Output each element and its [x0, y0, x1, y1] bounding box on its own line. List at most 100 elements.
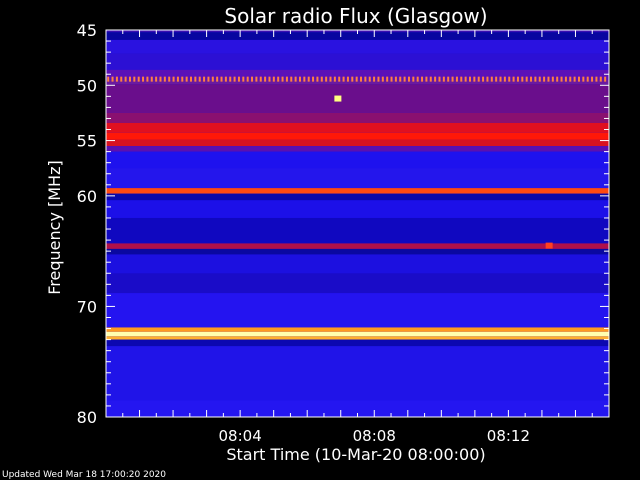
frequency-band-7: [106, 112, 609, 123]
dotted-marker-107: [573, 76, 576, 82]
frequency-band-4: [106, 69, 609, 80]
y-tick-label: 70: [77, 297, 97, 316]
dotted-marker-108: [577, 76, 580, 82]
dotted-marker-113: [599, 76, 602, 82]
dotted-marker-96: [525, 76, 528, 82]
frequency-band-1: [106, 32, 609, 40]
emission-features: [107, 76, 607, 249]
dotted-marker-63: [381, 76, 384, 82]
dotted-marker-87: [486, 76, 489, 82]
dotted-marker-60: [368, 76, 371, 82]
dotted-marker-17: [181, 76, 184, 82]
dotted-marker-65: [390, 76, 393, 82]
dotted-marker-56: [351, 76, 354, 82]
frequency-band-9: [106, 132, 609, 140]
dotted-marker-54: [342, 76, 345, 82]
dotted-marker-89: [495, 76, 498, 82]
dotted-marker-4: [124, 76, 127, 82]
y-tick-label: 50: [77, 76, 97, 95]
dotted-marker-10: [150, 76, 153, 82]
dotted-marker-26: [220, 76, 223, 82]
y-tick-label: 80: [77, 408, 97, 427]
frequency-band-15: [106, 193, 609, 201]
frequency-band-14: [106, 188, 609, 194]
dotted-marker-72: [421, 76, 424, 82]
dotted-marker-43: [294, 76, 297, 82]
dotted-marker-39: [277, 76, 280, 82]
dotted-marker-80: [455, 76, 458, 82]
dotted-marker-2: [115, 76, 118, 82]
dotted-marker-16: [176, 76, 179, 82]
frequency-band-16: [106, 200, 609, 218]
dotted-marker-52: [333, 76, 336, 82]
dotted-marker-105: [564, 76, 567, 82]
dotted-marker-99: [538, 76, 541, 82]
dotted-marker-36: [264, 76, 267, 82]
dotted-marker-0: [107, 76, 110, 82]
dotted-marker-8: [142, 76, 145, 82]
dotted-marker-18: [185, 76, 188, 82]
dotted-marker-104: [560, 76, 563, 82]
dotted-marker-86: [482, 76, 485, 82]
x-tick-label: 08:04: [219, 427, 262, 445]
dotted-marker-68: [403, 76, 406, 82]
dotted-marker-37: [268, 76, 271, 82]
y-axis: 45 50 55 60 70 80: [77, 21, 609, 427]
frequency-band-13: [106, 168, 609, 189]
dotted-marker-42: [290, 76, 293, 82]
dotted-marker-3: [120, 76, 123, 82]
dotted-marker-7: [137, 76, 140, 82]
frequency-band-12: [106, 151, 609, 169]
frequency-band-26: [106, 339, 609, 347]
dotted-marker-102: [551, 76, 554, 82]
x-tick-label: 08:12: [487, 427, 530, 445]
dotted-marker-47: [312, 76, 315, 82]
dotted-marker-70: [412, 76, 415, 82]
dotted-marker-64: [386, 76, 389, 82]
frequency-band-20: [106, 254, 609, 274]
dotted-marker-40: [281, 76, 284, 82]
dotted-marker-6: [133, 76, 136, 82]
frequency-bands: [106, 30, 609, 417]
dotted-marker-19: [190, 76, 193, 82]
y-tick-label: 60: [77, 187, 97, 206]
dotted-marker-101: [547, 76, 550, 82]
dotted-marker-92: [508, 76, 511, 82]
dotted-marker-66: [394, 76, 397, 82]
dotted-marker-25: [216, 76, 219, 82]
y-tick-label: 45: [77, 21, 97, 40]
frequency-band-6: [106, 84, 609, 113]
dotted-marker-73: [425, 76, 428, 82]
dotted-marker-58: [360, 76, 363, 82]
dotted-marker-67: [399, 76, 402, 82]
dotted-marker-109: [582, 76, 585, 82]
dotted-marker-35: [259, 76, 262, 82]
frequency-band-21: [106, 273, 609, 294]
dotted-marker-110: [586, 76, 589, 82]
dotted-marker-100: [543, 76, 546, 82]
dotted-marker-75: [434, 76, 437, 82]
dotted-marker-11: [155, 76, 158, 82]
frequency-band-17: [106, 217, 609, 244]
dotted-marker-95: [521, 76, 524, 82]
x-axis-label: Start Time (10-Mar-20 08:00:00): [226, 445, 485, 464]
update-timestamp: Updated Wed Mar 18 17:00:20 2020: [2, 470, 166, 480]
dotted-marker-76: [438, 76, 441, 82]
x-axis: 08:04 08:08 08:12: [122, 30, 610, 445]
dotted-marker-38: [272, 76, 275, 82]
dotted-marker-112: [595, 76, 598, 82]
dotted-marker-20: [194, 76, 197, 82]
dotted-marker-85: [477, 76, 480, 82]
frequency-band-22: [106, 293, 609, 328]
dotted-marker-49: [320, 76, 323, 82]
dotted-marker-61: [373, 76, 376, 82]
frequency-band-3: [106, 53, 609, 70]
dotted-marker-91: [503, 76, 506, 82]
dotted-marker-31: [242, 76, 245, 82]
dotted-marker-9: [146, 76, 149, 82]
dotted-marker-97: [530, 76, 533, 82]
dotted-marker-22: [203, 76, 206, 82]
dotted-marker-69: [407, 76, 410, 82]
dotted-marker-103: [556, 76, 559, 82]
